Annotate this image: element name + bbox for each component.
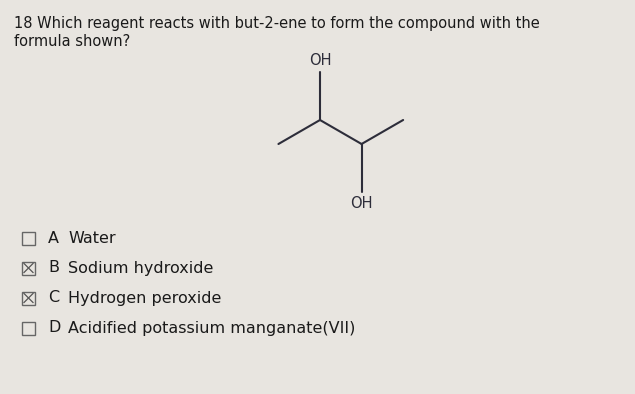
Text: A: A [48, 230, 59, 245]
Text: Acidified potassium manganate(VII): Acidified potassium manganate(VII) [68, 320, 356, 336]
Text: Hydrogen peroxide: Hydrogen peroxide [68, 290, 222, 305]
Bar [22, 262, 35, 275]
Text: C: C [48, 290, 59, 305]
Text: OH: OH [309, 53, 331, 68]
Text: Sodium hydroxide: Sodium hydroxide [68, 260, 213, 275]
Text: formula shown?: formula shown? [14, 34, 130, 49]
Text: 18 Which reagent reacts with but-2-ene to form the compound with the: 18 Which reagent reacts with but-2-ene t… [14, 16, 540, 31]
Text: D: D [48, 320, 60, 336]
Text: Water: Water [68, 230, 116, 245]
Bar [22, 292, 35, 305]
Bar [22, 232, 35, 245]
Text: OH: OH [351, 196, 373, 211]
Bar [22, 322, 35, 335]
Text: B: B [48, 260, 59, 275]
